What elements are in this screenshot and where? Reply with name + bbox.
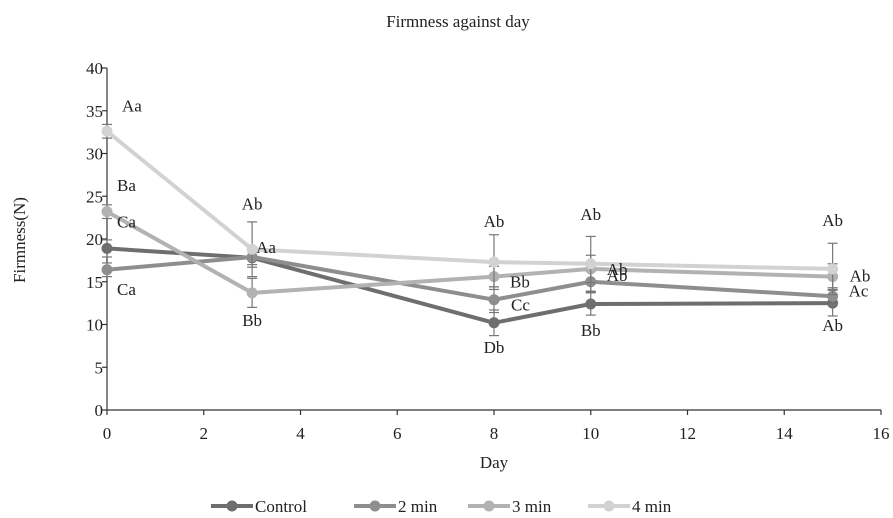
y-tick-label: 30 bbox=[86, 145, 103, 164]
y-axis-title: Firmness(N) bbox=[10, 197, 29, 283]
x-tick-label: 0 bbox=[103, 424, 112, 443]
legend-label: Control bbox=[255, 497, 307, 516]
significance-label: Ac bbox=[849, 281, 869, 300]
y-tick-label: 20 bbox=[86, 230, 103, 249]
x-tick-label: 14 bbox=[776, 424, 794, 443]
legend-item-3-min: 3 min bbox=[468, 497, 552, 516]
x-tick-label: 8 bbox=[490, 424, 499, 443]
legend-label: 2 min bbox=[398, 497, 438, 516]
significance-label: Ca bbox=[117, 280, 136, 299]
legend-swatch-marker bbox=[603, 500, 615, 512]
significance-label: Cc bbox=[511, 296, 530, 315]
significance-label: Bb bbox=[510, 273, 530, 292]
y-tick-label: 25 bbox=[86, 187, 103, 206]
y-tick-label: 0 bbox=[95, 401, 104, 420]
significance-label: Db bbox=[484, 338, 505, 357]
legend-item-4-min: 4 min bbox=[588, 497, 672, 516]
y-tick-label: 10 bbox=[86, 316, 103, 335]
significance-label: Ab bbox=[580, 205, 601, 224]
data-point bbox=[827, 263, 839, 275]
chart-title: Firmness against day bbox=[386, 12, 530, 31]
legend-item-2-min: 2 min bbox=[354, 497, 438, 516]
significance-label: Ab bbox=[822, 316, 843, 335]
legend-item-control: Control bbox=[211, 497, 307, 516]
data-point bbox=[585, 298, 597, 310]
significance-label: Ab bbox=[822, 211, 843, 230]
data-point bbox=[246, 287, 258, 299]
x-tick-label: 2 bbox=[200, 424, 209, 443]
series-4-min bbox=[101, 123, 839, 296]
significance-label: Aa bbox=[122, 96, 142, 115]
significance-label: Ab bbox=[242, 194, 263, 213]
data-point bbox=[585, 258, 597, 270]
legend-label: 4 min bbox=[632, 497, 672, 516]
y-tick-label: 15 bbox=[86, 273, 103, 292]
series-line bbox=[105, 129, 833, 271]
data-point bbox=[488, 294, 500, 306]
y-tick-label: 5 bbox=[95, 358, 104, 377]
data-point bbox=[101, 264, 113, 276]
data-point bbox=[488, 317, 500, 329]
significance-label: Ba bbox=[117, 176, 136, 195]
x-tick-label: 10 bbox=[582, 424, 599, 443]
x-tick-label: 16 bbox=[873, 424, 890, 443]
significance-label: Ca bbox=[117, 213, 136, 232]
x-axis-title: Day bbox=[480, 453, 509, 472]
data-point bbox=[827, 290, 839, 302]
significance-label: Ab bbox=[484, 212, 505, 231]
series-control bbox=[101, 239, 839, 337]
legend-label: 3 min bbox=[512, 497, 552, 516]
significance-label: Ab bbox=[607, 260, 628, 279]
significance-label: Ab bbox=[850, 267, 871, 286]
series-line bbox=[106, 209, 833, 295]
legend-swatch-marker bbox=[483, 500, 495, 512]
significance-label: Aa bbox=[256, 238, 276, 257]
significance-label: Ab bbox=[607, 266, 628, 285]
significance-label: Bb bbox=[242, 311, 262, 330]
legend-swatch-marker bbox=[369, 500, 381, 512]
plot-area: 0 2 4 6 8 10 12 14 16 0 5 10 15 20 25 30 35 40 Db Bb Ab Ca Aa C… bbox=[86, 59, 890, 443]
data-point bbox=[101, 242, 113, 254]
data-point bbox=[246, 243, 258, 255]
data-point bbox=[488, 256, 500, 268]
y-tick-label: 40 bbox=[86, 59, 103, 78]
x-tick-label: 6 bbox=[393, 424, 402, 443]
legend: Control 2 min 3 min 4 min bbox=[211, 497, 672, 516]
data-point bbox=[101, 125, 113, 137]
data-point bbox=[101, 206, 113, 218]
y-tick-label: 35 bbox=[86, 102, 103, 121]
significance-label: Bb bbox=[581, 321, 601, 340]
legend-swatch-marker bbox=[226, 500, 238, 512]
x-tick-label: 12 bbox=[679, 424, 696, 443]
x-tick-label: 4 bbox=[296, 424, 305, 443]
